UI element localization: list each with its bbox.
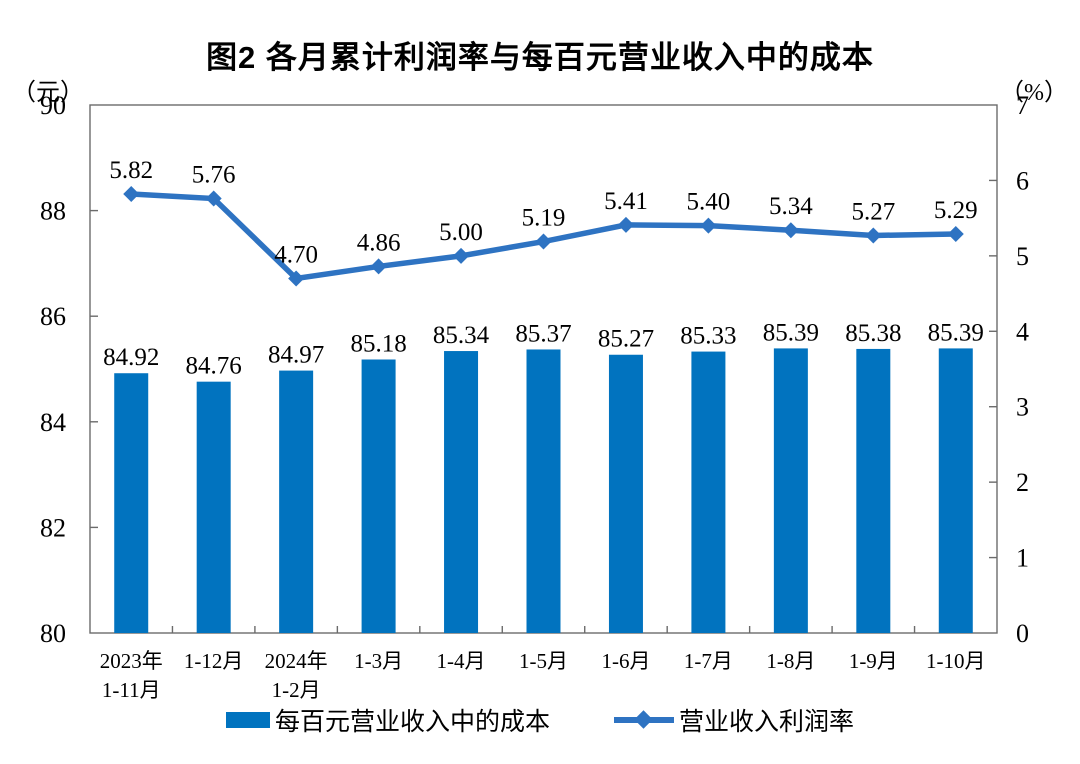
bar	[691, 351, 726, 633]
category-label: 1-12月	[184, 649, 244, 673]
legend: 每百元营业收入中的成本 营业收入利润率	[0, 702, 1080, 738]
line-marker	[370, 258, 387, 275]
bar	[608, 354, 643, 633]
line-marker	[453, 247, 470, 264]
line-marker	[123, 186, 140, 203]
line-value-label: 5.41	[604, 188, 648, 215]
left-axis-tick-label: 82	[40, 513, 66, 542]
bar	[444, 351, 479, 633]
line-value-label: 4.86	[357, 229, 401, 256]
right-axis-tick-label: 1	[1016, 544, 1029, 573]
bar-value-label: 85.39	[928, 319, 984, 346]
bar	[114, 373, 149, 633]
line-value-label: 5.82	[109, 157, 153, 184]
right-axis-tick-label: 6	[1016, 166, 1029, 195]
line-series-swatch-icon	[614, 710, 674, 729]
chart-title: 图2 各月累计利润率与每百元营业收入中的成本	[206, 40, 874, 75]
line-marker	[782, 222, 799, 239]
category-label: 1-5月	[519, 649, 568, 673]
bar	[856, 348, 891, 633]
bar-value-label: 85.27	[598, 326, 654, 353]
bar-value-label: 85.37	[515, 320, 571, 347]
legend-bar-label: 每百元营业收入中的成本	[274, 709, 550, 736]
bar	[526, 349, 561, 633]
left-axis-tick-label: 80	[40, 619, 66, 648]
line-marker	[205, 190, 222, 207]
line-marker	[700, 217, 717, 234]
left-axis-unit-label: （元）	[12, 80, 84, 106]
bar-value-label: 84.76	[186, 353, 242, 380]
line-marker	[617, 216, 634, 233]
bar-value-label: 84.92	[103, 344, 159, 371]
bar-value-label: 84.97	[268, 342, 324, 369]
line-value-label: 5.00	[439, 219, 483, 246]
line-value-label: 5.40	[687, 189, 731, 216]
bar	[938, 348, 973, 633]
category-label: 1-6月	[601, 649, 650, 673]
line-value-label: 4.70	[274, 241, 318, 268]
line-value-label: 5.76	[192, 162, 236, 189]
bar-series-swatch-icon	[225, 712, 270, 728]
category-label: 1-2月	[272, 678, 321, 702]
right-axis-tick-label: 4	[1016, 317, 1029, 346]
bar	[361, 359, 396, 633]
bar-value-label: 85.34	[433, 322, 490, 349]
right-axis-unit-label: （%）	[1000, 80, 1068, 106]
right-axis-tick-label: 2	[1016, 468, 1029, 497]
line-value-label: 5.29	[934, 197, 978, 224]
left-axis-tick-label: 90	[40, 91, 66, 120]
right-axis-tick-label: 3	[1016, 393, 1029, 422]
line-marker	[535, 233, 552, 250]
diamond-marker-icon	[634, 710, 653, 729]
category-label: 1-8月	[766, 649, 815, 673]
bar	[196, 381, 231, 633]
legend-item-profit-line: 营业收入利润率	[614, 702, 854, 738]
bar-value-label: 85.18	[350, 330, 406, 357]
line-value-label: 5.34	[769, 193, 813, 220]
category-label: 2024年	[265, 649, 328, 673]
line-marker	[947, 225, 964, 242]
category-label: 1-9月	[849, 649, 898, 673]
left-axis-tick-label: 88	[40, 197, 66, 226]
left-axis-tick-label: 84	[40, 408, 66, 437]
category-label: 2023年	[100, 649, 163, 673]
right-axis-tick-label: 7	[1016, 91, 1029, 120]
bar-value-label: 85.38	[845, 320, 901, 347]
bar-value-label: 85.39	[763, 319, 819, 346]
bar	[279, 370, 314, 633]
left-axis-tick-label: 86	[40, 302, 66, 331]
category-label: 1-4月	[437, 649, 486, 673]
line-value-label: 5.27	[851, 198, 895, 225]
right-axis-tick-label: 5	[1016, 242, 1029, 271]
category-label: 1-3月	[354, 649, 403, 673]
line-marker	[865, 227, 882, 244]
legend-item-cost-bar: 每百元营业收入中的成本	[225, 702, 550, 738]
right-axis-tick-label: 0	[1016, 619, 1029, 648]
bar	[773, 348, 808, 633]
bar-value-label: 85.33	[680, 323, 736, 350]
category-label: 1-11月	[102, 678, 161, 702]
category-label: 1-10月	[926, 649, 986, 673]
legend-line-label: 营业收入利润率	[679, 709, 855, 736]
line-marker	[288, 270, 305, 287]
line-value-label: 5.19	[522, 205, 566, 232]
category-label: 1-7月	[684, 649, 733, 673]
